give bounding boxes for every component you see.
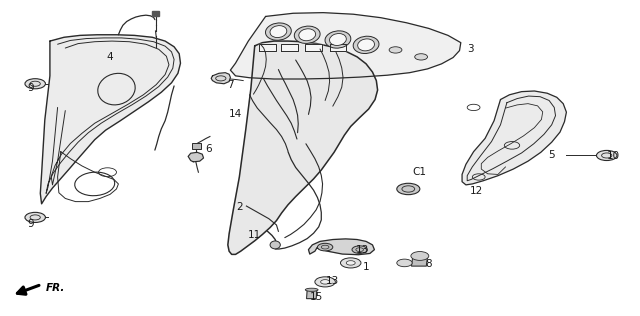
Circle shape xyxy=(340,258,361,268)
Circle shape xyxy=(411,252,429,260)
Circle shape xyxy=(397,259,412,267)
Polygon shape xyxy=(330,44,346,51)
Circle shape xyxy=(397,183,420,195)
Text: 4: 4 xyxy=(107,52,113,62)
Text: 1: 1 xyxy=(363,262,369,272)
Text: 9: 9 xyxy=(28,83,34,94)
Bar xyxy=(192,143,201,149)
Ellipse shape xyxy=(353,36,379,53)
Polygon shape xyxy=(152,11,159,16)
Polygon shape xyxy=(281,44,298,51)
Polygon shape xyxy=(308,239,374,255)
Circle shape xyxy=(317,243,333,251)
Circle shape xyxy=(25,212,45,222)
Polygon shape xyxy=(188,152,204,162)
Circle shape xyxy=(321,280,330,284)
Text: 13: 13 xyxy=(326,276,339,286)
Text: 15: 15 xyxy=(310,292,323,302)
Ellipse shape xyxy=(358,39,374,51)
Ellipse shape xyxy=(270,241,280,249)
Ellipse shape xyxy=(305,288,318,291)
Text: 5: 5 xyxy=(548,150,555,160)
Ellipse shape xyxy=(299,29,316,41)
Circle shape xyxy=(389,47,402,53)
Text: 9: 9 xyxy=(28,219,34,229)
Text: 14: 14 xyxy=(229,109,242,119)
Text: 2: 2 xyxy=(236,202,243,212)
Polygon shape xyxy=(228,41,378,254)
Text: FR.: FR. xyxy=(46,283,65,293)
Text: 8: 8 xyxy=(426,259,432,269)
Ellipse shape xyxy=(330,33,346,46)
Circle shape xyxy=(25,79,45,89)
Circle shape xyxy=(315,277,335,287)
Ellipse shape xyxy=(266,23,291,40)
Polygon shape xyxy=(211,73,230,84)
Circle shape xyxy=(346,261,355,265)
Polygon shape xyxy=(40,35,180,204)
Text: C1: C1 xyxy=(412,167,426,177)
Polygon shape xyxy=(230,13,461,79)
Ellipse shape xyxy=(270,26,287,38)
Circle shape xyxy=(415,54,428,60)
Ellipse shape xyxy=(325,31,351,48)
Polygon shape xyxy=(307,290,317,299)
Text: 10: 10 xyxy=(607,151,620,161)
Text: 3: 3 xyxy=(467,44,474,54)
Text: 7: 7 xyxy=(227,80,234,90)
Polygon shape xyxy=(259,44,276,51)
Circle shape xyxy=(596,150,617,161)
Polygon shape xyxy=(412,257,428,266)
Circle shape xyxy=(352,246,367,253)
Text: 12: 12 xyxy=(470,186,483,196)
Polygon shape xyxy=(462,91,566,185)
Polygon shape xyxy=(305,44,322,51)
Ellipse shape xyxy=(294,26,320,43)
Text: 11: 11 xyxy=(248,230,261,240)
Text: 13: 13 xyxy=(356,245,369,255)
Text: 6: 6 xyxy=(205,143,212,154)
